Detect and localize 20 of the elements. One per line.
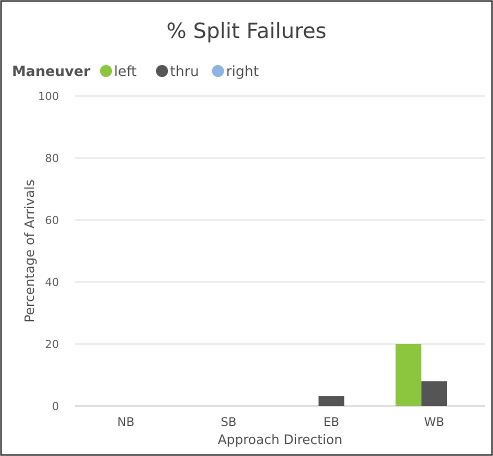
legend-label: thru — [170, 64, 199, 80]
legend-title: Maneuver — [12, 64, 90, 80]
legend-label: right — [226, 64, 260, 80]
y-tick-label: 80 — [45, 152, 59, 165]
legend-label: left — [114, 64, 138, 80]
x-axis-title: Approach Direction — [218, 433, 342, 448]
chart-title: % Split Failures — [166, 19, 326, 43]
y-tick-label: 0 — [52, 400, 59, 413]
y-tick-label: 20 — [45, 338, 59, 351]
x-tick-label: WB — [424, 415, 444, 429]
y-tick-label: 100 — [38, 90, 59, 103]
x-tick-label: EB — [323, 415, 340, 429]
y-axis-title: Percentage of Arrivals — [23, 179, 38, 322]
bar — [318, 396, 344, 406]
y-tick-label: 40 — [45, 276, 59, 289]
x-tick-label: NB — [117, 415, 134, 429]
bar — [421, 381, 447, 406]
y-tick-label: 60 — [45, 214, 59, 227]
x-tick-label: SB — [220, 415, 237, 429]
bar — [396, 344, 422, 406]
